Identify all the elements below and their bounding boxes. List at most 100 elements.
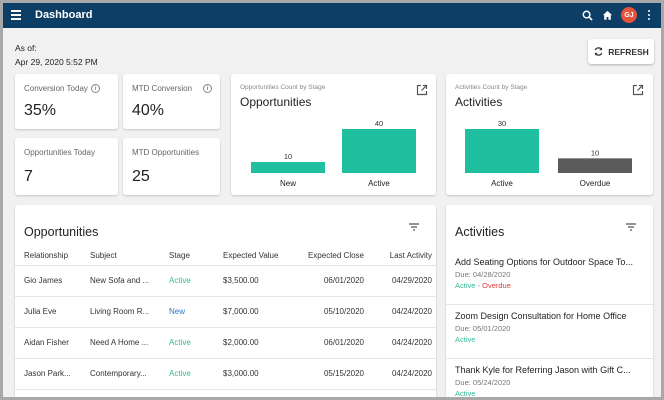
activity-status: Active (455, 389, 644, 397)
cell-relationship: Aidan Fisher (15, 327, 81, 359)
column-header[interactable]: Expected Value (214, 247, 288, 266)
kpi-label-text: Conversion Today (24, 84, 88, 93)
refresh-button[interactable]: REFRESH (588, 39, 654, 64)
as-of-label: As of: (15, 43, 37, 53)
table-row[interactable]: Gio James New Sofa and ... Active $3,500… (15, 265, 436, 297)
kpi-label: MTD Opportunities (132, 148, 199, 157)
column-header[interactable]: Relationship (15, 247, 81, 266)
kpi-value: 25 (132, 168, 150, 185)
category-label: Overdue (580, 179, 611, 188)
activity-title: Thank Kyle for Referring Jason with Gift… (455, 365, 631, 375)
list-item[interactable]: Thank Kyle for Referring Jason with Gift… (446, 359, 653, 397)
bar-value-label: 10 (591, 148, 599, 157)
as-of-block: As of: Apr 29, 2020 5:52 PM (15, 41, 98, 69)
activity-status: Active (455, 335, 644, 344)
activities-chart-card: Activities Count by Stage Activities 30 A… (446, 74, 653, 195)
chart-caption: Activities Count by Stage (455, 84, 528, 91)
bar-new[interactable] (251, 162, 325, 173)
activities-bar-chart: 30 Active 10 Overdue (465, 119, 632, 188)
table-row[interactable]: Jason Park... Contemporary... Active $3,… (15, 358, 436, 390)
status-active: Active (455, 281, 476, 290)
filter-list-icon[interactable] (625, 221, 637, 233)
column-header[interactable]: Stage (160, 247, 214, 266)
opportunities-chart-card: Opportunities Count by Stage Opportuniti… (231, 74, 436, 195)
section-title: Opportunities (24, 225, 99, 239)
app-title: Dashboard (35, 9, 93, 21)
kpi-card-mtd-conversion: MTD Conversion i 40% (123, 74, 220, 129)
cell-stage: Active (160, 327, 214, 359)
activity-status: Active - Overdue (455, 281, 511, 290)
cell-relationship: Jason Park... (15, 358, 81, 390)
section-title: Activities (455, 225, 505, 239)
cell-subject: Living Room R... (81, 296, 160, 328)
chart-caption: Opportunities Count by Stage (240, 84, 326, 91)
menu-icon[interactable] (11, 10, 21, 20)
cell-relationship: Julia Eve (15, 296, 81, 328)
activity-title: Zoom Design Consultation for Home Office (455, 311, 627, 321)
bar-value-label: 10 (284, 152, 292, 161)
column-header[interactable]: Subject (81, 247, 160, 266)
kpi-card-conversion-today: Conversion Today i 35% (15, 74, 118, 129)
as-of-timestamp: Apr 29, 2020 5:52 PM (15, 57, 98, 67)
more-vert-icon[interactable] (648, 10, 651, 22)
cell-subject: New Sofa and ... (81, 265, 160, 297)
kpi-label-text: MTD Conversion (132, 84, 193, 93)
table-row[interactable]: Aidan Fisher Need A Home ... Active $2,0… (15, 327, 436, 359)
info-icon[interactable]: i (203, 84, 213, 93)
table-row[interactable]: Julia Eve Living Room R... New $7,000.00… (15, 296, 436, 328)
cell-expected-value: $7,000.00 (214, 296, 288, 328)
refresh-icon (594, 47, 603, 56)
kpi-value: 40% (132, 102, 165, 119)
kpi-card-mtd-opportunities: MTD Opportunities 25 (123, 138, 220, 195)
cell-subject: Need A Home ... (81, 327, 160, 359)
bar-value-label: 40 (375, 119, 383, 128)
bar-active[interactable] (465, 129, 539, 173)
open-in-new-icon[interactable] (416, 84, 428, 96)
info-icon[interactable]: i (90, 84, 100, 93)
activities-list: Add Seating Options for Outdoor Space To… (446, 251, 653, 397)
cell-expected-value: $2,000.00 (214, 327, 288, 359)
column-header[interactable]: Last Activity (368, 247, 436, 266)
activities-list-card: Activities Add Seating Options for Outdo… (446, 205, 653, 397)
cell-stage: Active (160, 358, 214, 390)
table-header-row: Relationship Subject Stage Expected Valu… (15, 247, 436, 266)
kpi-label-text: Opportunities Today (24, 148, 96, 157)
activity-title: Add Seating Options for Outdoor Space To… (455, 257, 633, 267)
chart-title: Activities (455, 95, 503, 109)
cell-last-activity: 04/24/2020 (368, 327, 436, 359)
app-frame: Dashboard GJ As of: Apr 29, 2020 5:52 PM… (3, 3, 661, 397)
app-bar: Dashboard GJ (3, 3, 661, 28)
cell-stage: New (160, 296, 214, 328)
cell-expected-close: 05/10/2020 (288, 296, 368, 328)
kpi-label: MTD Conversion i (132, 84, 213, 93)
cell-last-activity: 04/29/2020 (368, 265, 436, 297)
bar-overdue[interactable] (558, 158, 632, 173)
chart-title: Opportunities (240, 95, 312, 109)
activity-due: Due: 04/28/2020 (455, 270, 511, 279)
cell-last-activity: 04/24/2020 (368, 296, 436, 328)
list-item[interactable]: Zoom Design Consultation for Home Office… (446, 305, 653, 359)
home-icon[interactable] (600, 8, 614, 22)
kpi-card-opportunities-today: Opportunities Today 7 (15, 138, 118, 195)
activity-due: Due: 05/24/2020 (455, 378, 511, 387)
opportunities-table-card: Opportunities Relationship Subject Stage… (15, 205, 436, 397)
activity-due: Due: 05/01/2020 (455, 324, 511, 333)
cell-expected-close: 06/01/2020 (288, 327, 368, 359)
column-header[interactable]: Expected Close (288, 247, 368, 266)
cell-stage: Active (160, 265, 214, 297)
bar-value-label: 30 (498, 119, 506, 128)
cell-expected-value: $3,500.00 (214, 265, 288, 297)
bar-active[interactable] (342, 129, 416, 173)
status-overdue: Overdue (482, 281, 511, 290)
search-icon[interactable] (580, 8, 594, 22)
avatar[interactable]: GJ (621, 7, 637, 23)
kpi-value: 7 (24, 168, 33, 185)
status-active: Active (455, 335, 476, 344)
filter-list-icon[interactable] (408, 221, 420, 233)
kpi-value: 35% (24, 102, 57, 119)
kpi-label-text: MTD Opportunities (132, 148, 200, 157)
open-in-new-icon[interactable] (632, 84, 644, 96)
list-item[interactable]: Add Seating Options for Outdoor Space To… (446, 251, 653, 305)
cell-expected-close: 05/15/2020 (288, 358, 368, 390)
cell-last-activity: 04/24/2020 (368, 358, 436, 390)
